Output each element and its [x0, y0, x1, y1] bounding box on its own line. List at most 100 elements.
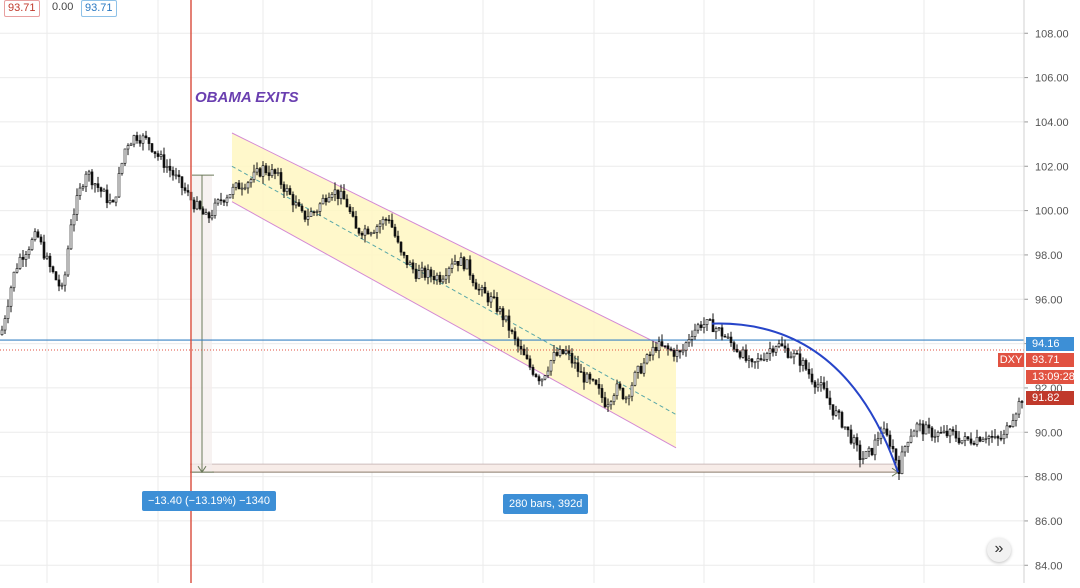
- candle-body: [27, 249, 31, 255]
- candle-body: [9, 287, 13, 307]
- candles: [0, 130, 1024, 481]
- candle-body: [660, 341, 664, 346]
- candle-body: [69, 224, 73, 250]
- candle-body: [507, 315, 511, 331]
- channel-lower: [231, 201, 677, 449]
- candle-body: [942, 430, 946, 433]
- regression-channel[interactable]: [231, 132, 677, 449]
- candle-body: [891, 446, 895, 450]
- candle-body: [741, 349, 745, 358]
- candle-body: [285, 188, 289, 192]
- candle-body: [567, 350, 571, 354]
- candle-body: [456, 261, 460, 266]
- candle-body: [699, 324, 703, 328]
- horizontal-lines[interactable]: [0, 339, 1024, 351]
- y-tick-label: 106.00: [1035, 73, 1069, 85]
- candle-body: [48, 255, 52, 267]
- candle-body: [210, 215, 214, 219]
- candle-body: [99, 187, 103, 192]
- symbol-tag: DXY: [998, 353, 1024, 367]
- candle-body: [858, 444, 862, 460]
- candle-body: [864, 450, 868, 459]
- candle-body: [981, 438, 985, 442]
- candle-body: [609, 401, 613, 406]
- candle-body: [594, 379, 598, 385]
- candle-body: [648, 354, 652, 356]
- candle-body: [90, 171, 94, 186]
- candle-body: [921, 423, 925, 435]
- candle-body: [915, 423, 919, 432]
- candle-body: [144, 135, 148, 138]
- y-tick-label: 96.00: [1035, 294, 1063, 306]
- candle-body: [375, 226, 379, 233]
- candle-body: [702, 324, 706, 328]
- candle-body: [390, 219, 394, 228]
- candle-body: [282, 184, 286, 192]
- candle-body: [237, 182, 241, 190]
- candle-body: [441, 278, 445, 283]
- candle-body: [663, 345, 667, 347]
- candle-body: [354, 216, 358, 229]
- candle-body: [1008, 425, 1012, 428]
- y-tick-label: 90.00: [1035, 427, 1063, 439]
- candle-body: [687, 339, 691, 344]
- candle-body: [75, 195, 79, 215]
- candle-body: [201, 208, 205, 215]
- candle-body: [312, 211, 316, 214]
- candle-body: [756, 358, 760, 363]
- candle-body: [384, 218, 388, 221]
- candle-body: [933, 435, 937, 438]
- candle-body: [786, 347, 790, 358]
- candle-body: [1020, 401, 1024, 403]
- candle-body: [795, 352, 799, 355]
- candle-body: [258, 168, 262, 177]
- candle-body: [936, 432, 940, 437]
- candle-body: [735, 348, 739, 353]
- candle-body: [999, 437, 1003, 440]
- ohlc-close-value: 93.71: [81, 0, 117, 17]
- candle-body: [303, 210, 307, 220]
- candle-body: [228, 194, 232, 199]
- candle-body: [894, 448, 898, 461]
- candle-body: [696, 324, 700, 331]
- candle-body: [708, 319, 712, 321]
- candle-body: [564, 350, 568, 354]
- candle-body: [765, 353, 769, 360]
- candle-body: [126, 145, 130, 150]
- candle-body: [576, 362, 580, 372]
- curve-drawing[interactable]: [711, 322, 899, 473]
- candle-body: [837, 410, 841, 413]
- candle-body: [6, 305, 10, 319]
- candle-body: [483, 286, 487, 294]
- candle-body: [705, 319, 709, 325]
- candle-body: [843, 426, 847, 429]
- candle-body: [612, 395, 616, 403]
- candle-body: [150, 143, 154, 152]
- price-axis[interactable]: 108.00 106.00 104.00 102.00 100.00 98.00 96.00…: [1023, 0, 1069, 583]
- candle-body: [861, 458, 865, 460]
- candle-body: [96, 183, 100, 188]
- y-tick-label: 88.00: [1035, 472, 1063, 484]
- candle-body: [63, 274, 67, 286]
- candle-body: [192, 199, 196, 210]
- candle-body: [261, 165, 265, 177]
- candle-body: [978, 436, 982, 442]
- candle-body: [726, 336, 730, 339]
- scroll-to-realtime-button[interactable]: »: [987, 538, 1011, 562]
- candle-body: [918, 423, 922, 426]
- candle-body: [87, 171, 91, 175]
- candle-body: [147, 137, 151, 144]
- candle-body: [672, 349, 676, 357]
- candle-body: [495, 297, 499, 312]
- candle-body: [309, 211, 313, 217]
- current-price-tag: 91.82: [1026, 391, 1074, 405]
- candle-body: [18, 256, 22, 269]
- candle-body: [168, 165, 172, 171]
- candle-body: [804, 360, 808, 370]
- candle-body: [57, 279, 61, 287]
- candle-body: [969, 438, 973, 444]
- candle-body: [111, 200, 115, 203]
- candle-body: [906, 441, 910, 447]
